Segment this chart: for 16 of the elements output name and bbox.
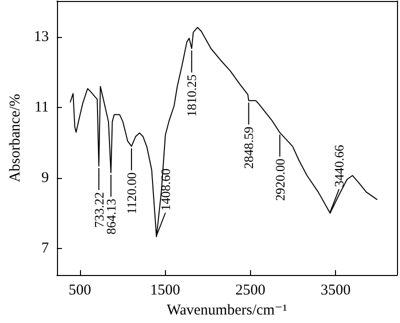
x-tick-label: 1500 (150, 282, 180, 299)
x-axis-title: Wavenumbers/cm⁻¹ (166, 302, 288, 318)
annotation: 3440.66 (332, 144, 347, 188)
y-tick-label: 9 (41, 170, 49, 186)
annotation: 2848.59 (241, 126, 256, 169)
annotation: 2920.00 (272, 158, 288, 201)
y-tick-label: 11 (34, 100, 49, 116)
x-tick-label: 3500 (320, 282, 351, 299)
x-tick-label: 500 (68, 282, 92, 299)
annotation: 1120.00 (124, 172, 139, 214)
y-tick-label: 13 (34, 29, 49, 46)
y-tick-label: 7 (41, 240, 50, 256)
annotation: 1810.25 (184, 74, 200, 117)
y-axis-title: Absorbance/% (8, 94, 24, 182)
x-tick-label: 2500 (235, 282, 266, 299)
annotation: 1408.60 (158, 168, 173, 211)
